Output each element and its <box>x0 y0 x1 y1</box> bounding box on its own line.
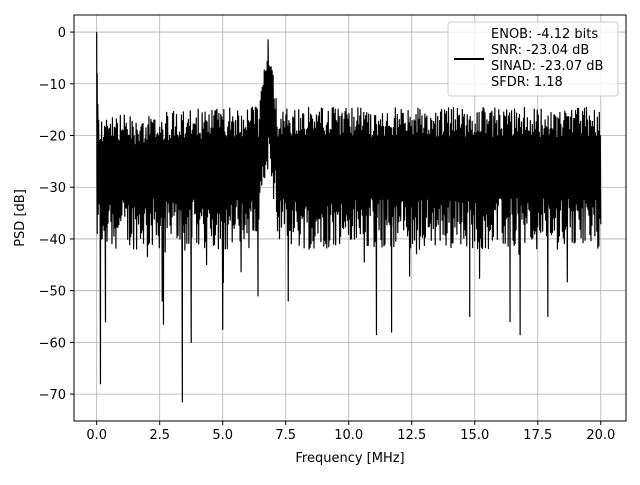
x-tick-label: 15.0 <box>460 428 489 443</box>
data-layer <box>96 32 602 403</box>
x-tick-label: 12.5 <box>397 428 426 443</box>
y-tick-label: 0 <box>58 26 66 41</box>
x-tick-label: 20.0 <box>586 428 615 443</box>
axes-frame <box>73 14 627 422</box>
legend-enob: ENOB: -4.12 bits <box>491 27 598 42</box>
y-tick-label: −60 <box>39 336 66 351</box>
x-axis-label: Frequency [MHz] <box>295 451 404 466</box>
y-tick-label: −40 <box>39 233 66 248</box>
psd-series-line <box>96 32 602 403</box>
legend-sinad: SINAD: -23.07 dB <box>491 59 603 74</box>
x-tick-label: 7.5 <box>275 428 296 443</box>
y-tick-label: −50 <box>39 285 66 300</box>
y-tick-label: −30 <box>39 181 66 196</box>
y-tick-label: −20 <box>39 130 66 145</box>
tick-layer: 0.0 2.5 5.0 7.5 10.0 12.5 15.0 17.5 20.0 0 −10 −20 −… <box>39 26 616 443</box>
y-axis-label: PSD [dB] <box>13 189 28 247</box>
x-tick-label: 5.0 <box>212 428 233 443</box>
x-tick-label: 17.5 <box>523 428 552 443</box>
x-tick-label: 10.0 <box>334 428 363 443</box>
x-tick-label: 0.0 <box>86 428 107 443</box>
legend-sfdr: SFDR: 1.18 <box>491 75 563 90</box>
legend: ENOB: -4.12 bits SNR: -23.04 dB SINAD: -… <box>447 21 619 97</box>
legend-box <box>447 21 619 97</box>
legend-snr: SNR: -23.04 dB <box>491 43 589 58</box>
y-tick-label: −70 <box>39 388 66 403</box>
y-tick-label: −10 <box>39 78 66 93</box>
x-tick-label: 2.5 <box>149 428 170 443</box>
